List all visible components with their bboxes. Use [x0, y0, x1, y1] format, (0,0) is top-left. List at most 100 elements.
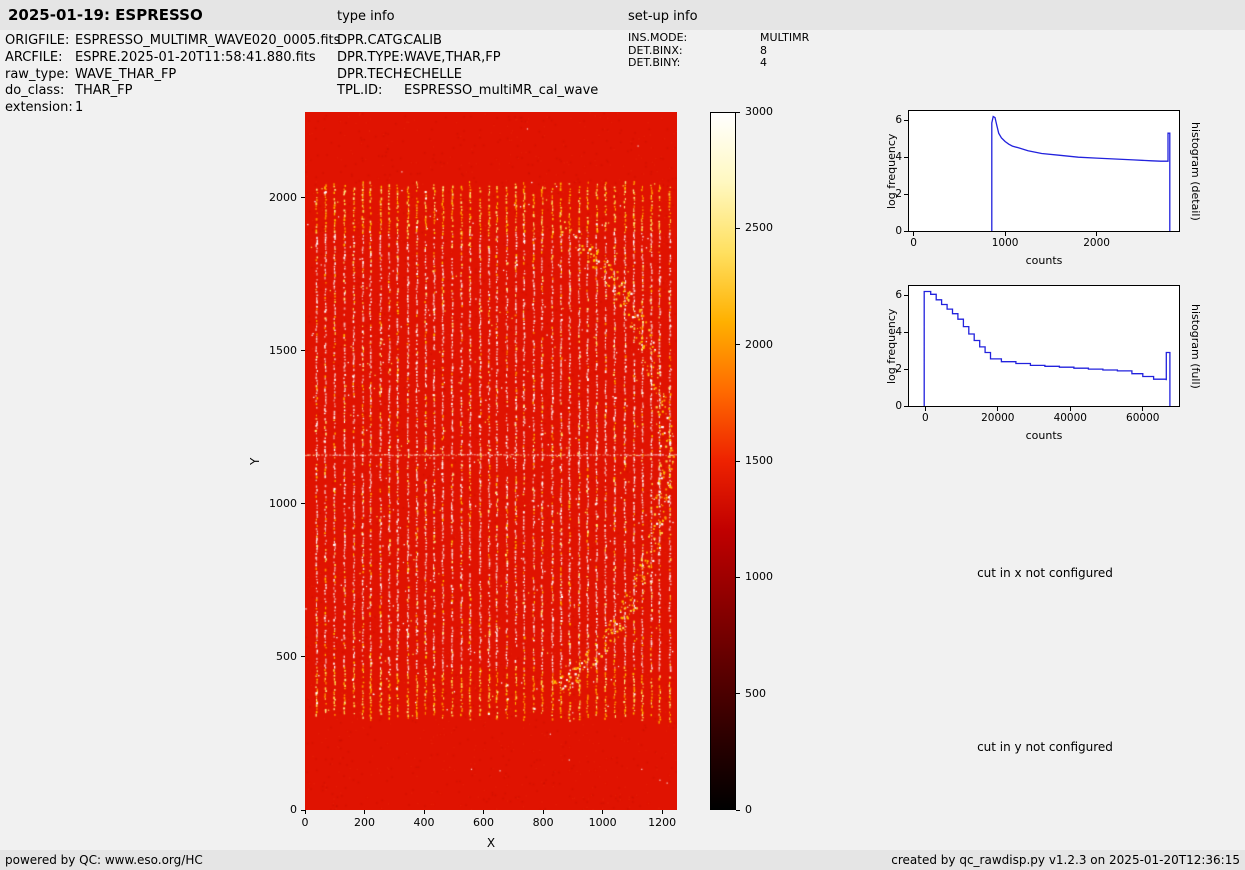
file-info-row: do_class: THAR_FP	[5, 83, 340, 100]
hist-x-tick	[1142, 407, 1144, 411]
hist-side-label: histogram (full)	[1189, 303, 1202, 389]
info-label: ORIGFILE:	[5, 33, 70, 48]
hist-y-tick-label: 2	[895, 188, 902, 201]
info-value: THAR_FP	[75, 83, 133, 99]
setup-info-row: DET.BINY: 4	[628, 56, 809, 70]
info-label: TPL.ID:	[337, 83, 383, 99]
type-info-block: DPR.CATG:CALIB DPR.TYPE:WAVE,THAR,FP DPR…	[337, 33, 598, 100]
y-axis-tick-label: 1000	[269, 496, 297, 510]
info-value: 4	[760, 56, 767, 69]
hist-x-axis-label: counts	[1025, 429, 1063, 442]
hist-side-label: histogram (detail)	[1189, 121, 1202, 221]
footer-created-by: created by qc_rawdisp.py v1.2.3 on 2025-…	[891, 853, 1240, 867]
info-label: raw_type:	[5, 66, 69, 82]
y-axis-tick	[301, 656, 305, 658]
type-info-row: TPL.ID: ESPRESSO_multiMR_cal_wave	[337, 83, 598, 100]
info-value: ECHELLE	[404, 66, 462, 82]
hist-y-tick	[904, 230, 908, 232]
x-axis-label: X	[486, 836, 496, 850]
type-info-row: DPR.CATG:CALIB	[337, 33, 598, 50]
x-axis-tick-label: 200	[354, 816, 376, 829]
hist-x-tick	[924, 407, 926, 411]
info-label: DPR.TYPE:	[337, 49, 404, 65]
hist-x-axis-label: counts	[1025, 254, 1063, 267]
hist-x-tick-label: 2000	[1083, 237, 1110, 249]
colorbar-tick-label: 2500	[745, 221, 773, 235]
colorbar-tick	[736, 227, 740, 229]
info-value: MULTIMR	[760, 31, 810, 44]
hist-y-tick	[904, 156, 908, 158]
hist-x-tick	[1004, 232, 1006, 236]
hist-x-tick	[1069, 407, 1071, 411]
x-axis-tick-label: 800	[532, 816, 554, 829]
hist-x-tick-label: 40000	[1053, 412, 1087, 424]
hist-x-tick-label: 0	[910, 237, 917, 249]
y-axis-tick-label: 0	[290, 803, 297, 816]
hist-y-tick-label: 6	[895, 289, 902, 302]
file-info-row: raw_type: WAVE_THAR_FP	[5, 67, 340, 84]
colorbar	[710, 112, 736, 810]
info-value: 1	[75, 100, 84, 116]
file-info-row: ORIGFILE: ESPRESSO_MULTIMR_WAVE020_0005.f…	[5, 33, 340, 50]
info-label: INS.MODE:	[628, 31, 688, 44]
info-value: ESPRE.2025-01-20T11:58:41.880.fits	[75, 49, 316, 65]
info-label: do_class:	[5, 83, 65, 99]
histogram-detail-box	[908, 110, 1180, 232]
x-axis-tick	[602, 810, 604, 814]
setup-info-heading: set-up info	[628, 9, 698, 24]
info-label: DPR.TECH:	[337, 66, 407, 82]
info-label: DET.BINX:	[628, 43, 683, 57]
histogram-full-line	[923, 290, 1171, 406]
y-axis-tick-label: 1500	[269, 343, 297, 357]
x-axis-tick	[304, 810, 306, 814]
hist-y-tick-label: 4	[895, 326, 902, 339]
info-value: 8	[760, 43, 767, 57]
y-axis-tick	[301, 503, 305, 505]
hist-y-tick-label: 0	[895, 400, 902, 412]
colorbar-tick-label: 500	[745, 686, 766, 700]
header-bar: 2025-01-19: ESPRESSO type info set-up in…	[0, 0, 1245, 30]
info-label: DET.BINY:	[628, 56, 681, 69]
colorbar-tick-label: 0	[745, 803, 752, 816]
colorbar-tick	[736, 344, 740, 346]
hist-y-tick	[904, 294, 908, 296]
x-axis-tick-label: 1000	[588, 816, 617, 829]
y-axis-tick	[301, 350, 305, 352]
footer-bar: powered by QC: www.eso.org/HC created by…	[0, 850, 1245, 870]
hist-y-tick	[904, 368, 908, 370]
hist-y-tick-label: 0	[895, 225, 902, 237]
colorbar-tick	[736, 460, 740, 462]
raw-image-canvas	[305, 112, 677, 810]
x-axis-tick-label: 0	[301, 816, 309, 829]
x-axis-tick-label: 1200	[648, 816, 677, 829]
info-value: ESPRESSO_multiMR_cal_wave	[404, 83, 599, 99]
hist-y-axis-label: log frequency	[885, 133, 898, 209]
cut-x-message: cut in x not configured	[977, 566, 1113, 580]
info-value: WAVE_THAR_FP	[75, 66, 177, 82]
hist-x-tick-label: 60000	[1126, 412, 1160, 424]
cut-y-message: cut in y not configured	[977, 740, 1113, 754]
histogram-full-box	[908, 285, 1180, 407]
y-axis-tick	[301, 809, 305, 811]
setup-info-block: INS.MODE: MULTIMR DET.BINX: 8 DET.BINY: 4	[628, 31, 810, 70]
footer-credit: powered by QC: www.eso.org/HC	[5, 853, 203, 867]
info-label: DPR.CATG:	[337, 33, 407, 48]
colorbar-tick	[736, 111, 740, 113]
y-axis-tick	[301, 197, 305, 199]
hist-y-tick-label: 4	[895, 151, 902, 164]
info-label: ARCFILE:	[5, 49, 63, 65]
page-title: 2025-01-19: ESPRESSO	[8, 6, 203, 24]
hist-y-tick	[904, 405, 908, 407]
colorbar-tick	[736, 693, 740, 695]
colorbar-tick-label: 2000	[745, 337, 773, 351]
setup-info-row: INS.MODE: MULTIMR	[628, 31, 810, 45]
x-axis-tick	[483, 810, 485, 814]
x-axis-tick	[542, 810, 544, 814]
info-value: WAVE,THAR,FP	[404, 49, 501, 65]
colorbar-tick	[736, 809, 740, 811]
file-info-row: extension: 1	[5, 100, 340, 117]
hist-y-tick-label: 6	[895, 114, 902, 127]
file-info-block: ORIGFILE: ESPRESSO_MULTIMR_WAVE020_0005.f…	[5, 33, 340, 117]
colorbar-tick	[736, 576, 740, 578]
hist-x-tick-label: 0	[921, 412, 929, 424]
